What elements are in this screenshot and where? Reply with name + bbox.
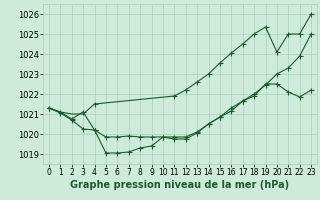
X-axis label: Graphe pression niveau de la mer (hPa): Graphe pression niveau de la mer (hPa) — [70, 180, 290, 190]
